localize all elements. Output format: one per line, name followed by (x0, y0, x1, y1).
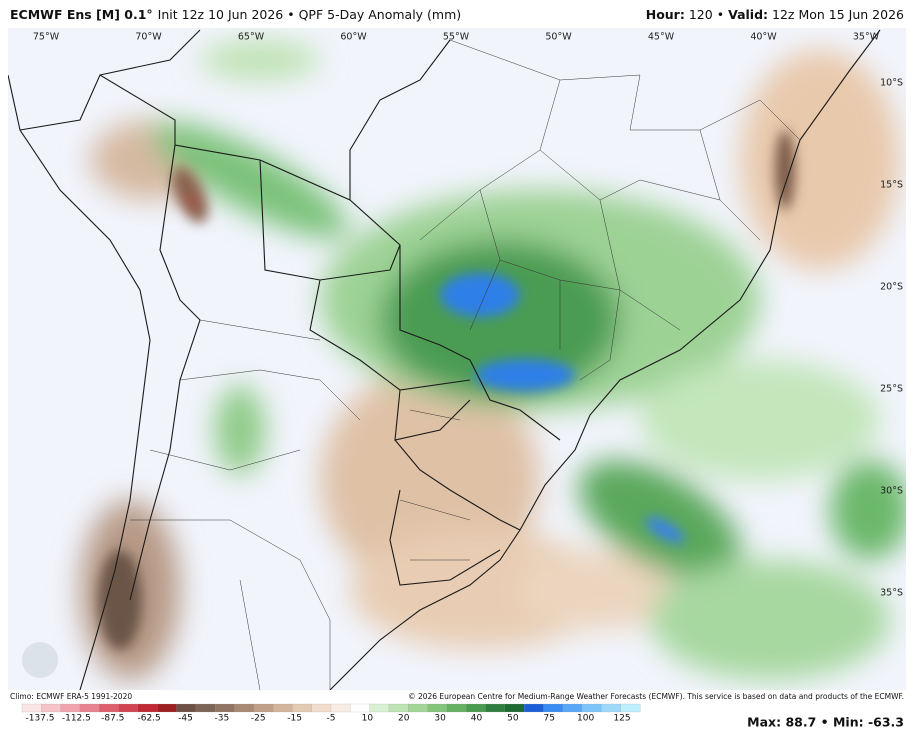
color-swatch (118, 703, 139, 713)
watermark (22, 642, 58, 678)
description: Init 12z 10 Jun 2026 • QPF 5-Day Anomaly… (158, 7, 461, 22)
hour-label: Hour: (646, 7, 685, 22)
valid-label: Valid: (728, 7, 768, 22)
colorbar-label: -87.5 (101, 714, 124, 724)
colorbar-label: 75 (544, 714, 555, 724)
color-swatch (581, 703, 602, 713)
heavy-anomaly (98, 130, 795, 650)
longitude-label: 45°W (648, 32, 675, 43)
colorbar-label: 125 (613, 714, 630, 724)
longitude-label: 55°W (443, 32, 470, 43)
color-swatch (234, 703, 255, 713)
state-borders (130, 39, 801, 690)
coastline (8, 29, 881, 690)
color-swatch (504, 703, 525, 713)
color-swatch (620, 703, 641, 713)
color-swatch (562, 703, 583, 713)
colorbar-label: 40 (471, 714, 483, 724)
copyright: © 2026 European Centre for Medium-Range … (408, 692, 904, 701)
color-swatch (446, 703, 467, 713)
colorbar-label: 100 (577, 714, 594, 724)
latitude-labels: 10°S 15°S 20°S 25°S 30°S 35°S (880, 78, 903, 599)
colorbar-label: -35 (215, 714, 230, 724)
colorbar-label: 30 (434, 714, 446, 724)
color-swatch (137, 703, 158, 713)
latitude-label: 30°S (880, 486, 903, 497)
longitude-labels: 75°W 70°W 65°W 60°W 55°W 50°W 45°W 40°W 35°W (33, 32, 880, 43)
color-swatch (41, 703, 62, 713)
color-swatch (524, 703, 544, 713)
header-title: ECMWF Ens [M] 0.1° Init 12z 10 Jun 2026 •… (10, 7, 461, 22)
color-swatch (330, 703, 351, 713)
max-min: Max: 88.7 • Min: -63.3 (747, 715, 904, 730)
color-swatch (543, 703, 564, 713)
color-swatch (253, 703, 274, 713)
color-swatch (195, 703, 216, 713)
color-swatch (350, 703, 371, 713)
color-swatch (21, 703, 42, 713)
color-swatch (485, 703, 506, 713)
hour-value: 120 • (689, 7, 724, 22)
header-valid: Hour: 120 • Valid: 12z Mon 15 Jun 2026 (646, 7, 904, 22)
color-swatch (408, 703, 428, 713)
latitude-label: 10°S (880, 78, 903, 89)
country-borders (19, 29, 561, 601)
colorbar-label: -137.5 (25, 714, 54, 724)
color-swatch (176, 703, 197, 713)
longitude-label: 50°W (545, 32, 572, 43)
latitude-label: 25°S (880, 384, 903, 395)
colorbar-label: -45 (178, 714, 193, 724)
color-swatch (215, 703, 235, 713)
valid-value: 12z Mon 15 Jun 2026 (772, 7, 904, 22)
colorbar-label: 10 (362, 714, 374, 724)
color-swatch (157, 703, 177, 713)
latitude-label: 35°S (880, 588, 903, 599)
model-name: ECMWF Ens [M] 0.1° (10, 7, 153, 22)
colorbar-label: -5 (327, 714, 336, 724)
longitude-label: 40°W (750, 32, 777, 43)
colorbar-label: 20 (398, 714, 410, 724)
longitude-label: 70°W (135, 32, 162, 43)
color-swatch (79, 703, 100, 713)
color-swatch (272, 703, 293, 713)
colorbar-label: -62.5 (137, 714, 160, 724)
colorbar-label: -25 (251, 714, 266, 724)
longitude-label: 75°W (33, 32, 60, 43)
color-swatch (292, 703, 313, 713)
longitude-label: 60°W (340, 32, 367, 43)
colorbar-label: -112.5 (62, 714, 91, 724)
latitude-label: 20°S (880, 282, 903, 293)
map (8, 28, 906, 690)
color-swatch (601, 703, 622, 713)
colorbar-label: -15 (287, 714, 302, 724)
climo-note: Climo: ECMWF ERA-5 1991-2020 (10, 692, 132, 701)
longitude-label: 65°W (238, 32, 265, 43)
color-swatch (369, 703, 390, 713)
color-swatch (60, 703, 81, 713)
color-swatch (388, 703, 409, 713)
latitude-label: 15°S (880, 180, 903, 191)
longitude-label: 35°W (853, 32, 880, 43)
colorbar-label: 50 (507, 714, 519, 724)
color-swatch (466, 703, 486, 713)
colorbar: -137.5 -112.5 -87.5 -62.5 -45 -35 -25 -15 -5 10 20… (21, 703, 641, 724)
color-swatch (311, 703, 332, 713)
color-swatch (99, 703, 119, 713)
color-swatch (427, 703, 448, 713)
